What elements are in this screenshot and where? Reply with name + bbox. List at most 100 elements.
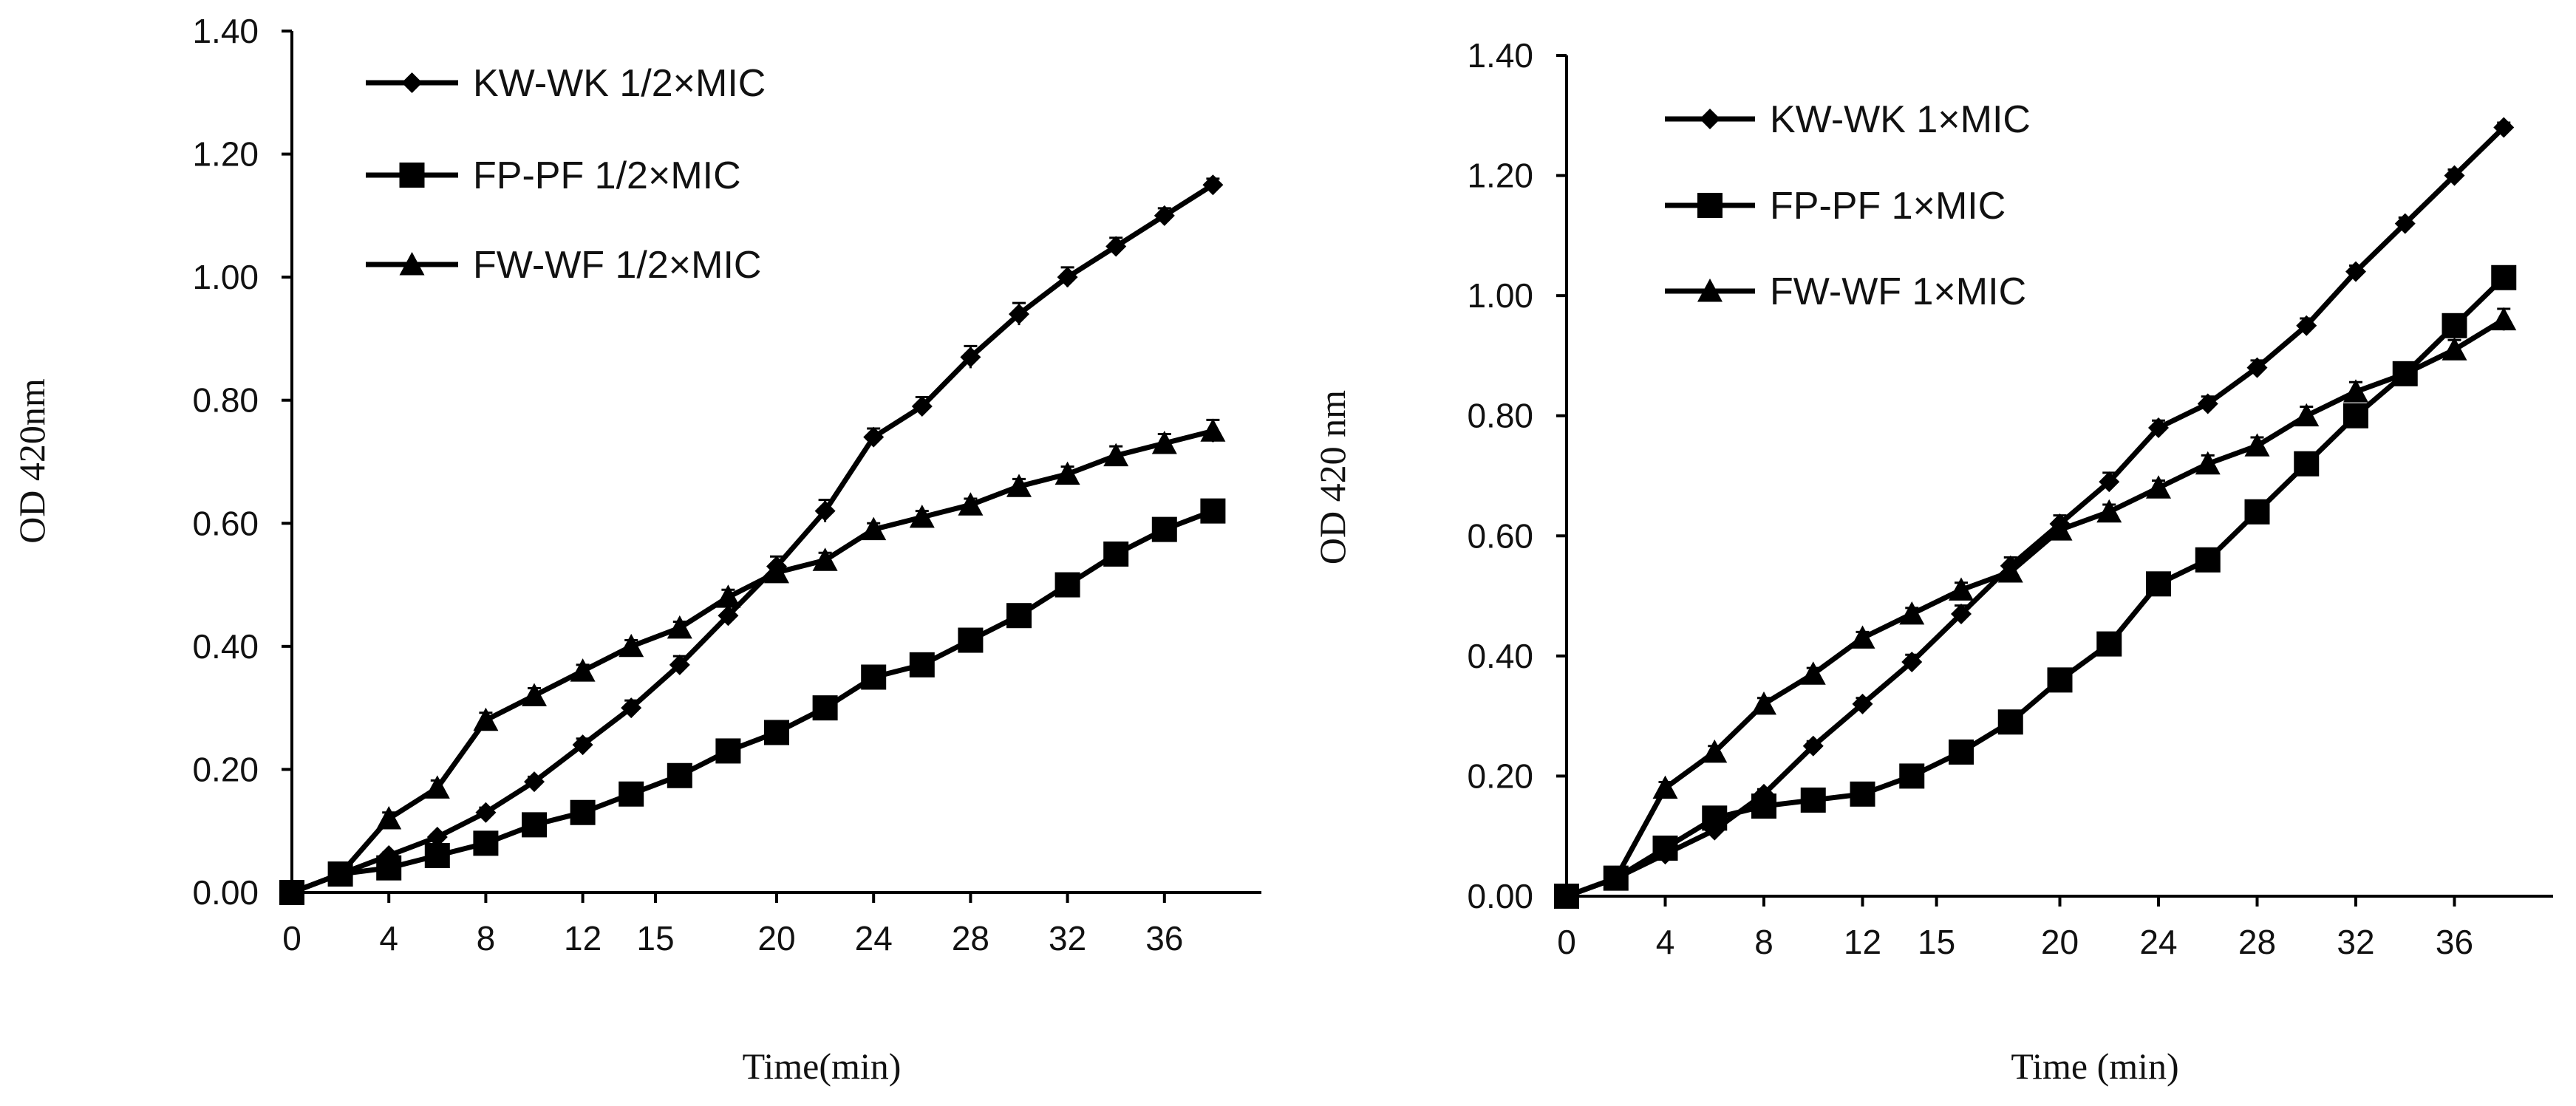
- data-point: [667, 615, 692, 639]
- data-point: [473, 830, 499, 856]
- data-point: [958, 492, 984, 516]
- data-point: [1802, 735, 1824, 757]
- y-axis-title: OD 420 nm: [1312, 390, 1353, 564]
- data-point: [812, 695, 838, 721]
- data-point: [1652, 835, 1678, 861]
- chart-left: 0.00 0.20 0.40 0.60 0.80 1.00 1.20 1.40 0 4 8 12 15 2…: [11, 12, 1261, 1087]
- data-point: [1850, 781, 1875, 807]
- legend-marker: [1697, 193, 1723, 218]
- data-point: [715, 584, 741, 608]
- chart-right: 0.00 0.20 0.40 0.60 0.80 1.00 1.20 1.40 0 4 8 12 15 2…: [1312, 36, 2553, 1087]
- data-point: [426, 827, 448, 848]
- data-point: [1652, 775, 1678, 799]
- x-tick-label: 20: [757, 919, 795, 957]
- data-point: [2345, 261, 2366, 282]
- y-tick-label: 0.20: [192, 750, 259, 788]
- data-point: [522, 683, 547, 706]
- y-tick-label: 1.20: [1467, 157, 1533, 195]
- data-point: [1997, 709, 2023, 735]
- x-axis-title: Time (min): [2011, 1045, 2178, 1087]
- legend-label: KW-WK 1/2×MIC: [473, 62, 766, 105]
- y-tick-label: 0.40: [1467, 637, 1533, 675]
- data-point: [2099, 471, 2120, 493]
- x-tick-label: 28: [2238, 923, 2276, 961]
- data-point: [572, 734, 593, 756]
- x-tick-label: 4: [1656, 923, 1675, 961]
- data-point: [1702, 805, 1728, 831]
- y-tick-label: 1.00: [192, 258, 259, 296]
- data-point: [424, 843, 450, 869]
- data-point: [909, 504, 935, 528]
- data-point: [2491, 264, 2517, 290]
- data-point: [715, 738, 741, 764]
- data-point: [667, 762, 692, 788]
- data-point: [1103, 541, 1129, 567]
- data-point: [861, 664, 887, 690]
- x-tick-label: 15: [1918, 923, 1955, 961]
- y-tick-label: 0.00: [192, 873, 259, 912]
- x-axis-title: Time(min): [743, 1045, 902, 1087]
- data-point: [1949, 739, 1974, 765]
- data-point: [2394, 213, 2416, 234]
- data-point: [2442, 337, 2467, 361]
- data-point: [2096, 499, 2122, 523]
- data-point: [1054, 461, 1080, 485]
- data-point: [1751, 793, 1776, 819]
- x-tick-label: 36: [1145, 919, 1183, 957]
- data-point: [2343, 403, 2368, 429]
- y-tick-label: 0.40: [192, 627, 259, 666]
- data-point: [1997, 559, 2023, 583]
- series-line: [1565, 276, 2506, 899]
- data-point: [2148, 417, 2169, 438]
- data-point: [1949, 577, 1974, 601]
- y-tick-label: 0.20: [1467, 757, 1533, 795]
- data-point: [2442, 313, 2467, 338]
- data-point: [570, 799, 596, 825]
- data-point: [2343, 379, 2368, 403]
- data-point: [473, 707, 499, 731]
- data-point: [621, 697, 642, 719]
- y-tick-label: 1.00: [1467, 276, 1533, 315]
- data-point: [376, 855, 402, 881]
- data-point: [958, 627, 984, 653]
- x-tick-label: 4: [379, 919, 398, 957]
- series-triangle: [279, 418, 1226, 904]
- data-point: [327, 861, 353, 885]
- legend-label: FW-WF 1/2×MIC: [473, 244, 761, 287]
- legend-marker: [399, 163, 425, 188]
- data-point: [1603, 865, 1629, 890]
- data-point: [2047, 667, 2073, 693]
- data-point: [1852, 693, 1873, 714]
- data-point: [1751, 691, 1776, 715]
- data-point: [764, 720, 789, 745]
- series-line: [290, 428, 1214, 895]
- data-point: [960, 347, 981, 368]
- legend-label: FP-PF 1×MIC: [1770, 185, 2006, 228]
- data-point: [1800, 661, 1826, 685]
- x-tick-label: 24: [855, 919, 893, 957]
- data-point: [1901, 651, 1923, 672]
- data-point: [911, 396, 933, 417]
- data-point: [861, 516, 887, 541]
- data-point: [2244, 433, 2270, 457]
- data-point: [2294, 451, 2320, 477]
- series-triangle: [1554, 307, 2517, 907]
- data-point: [2246, 357, 2268, 378]
- x-tick-label: 0: [1557, 923, 1576, 961]
- series-square: [1554, 264, 2517, 909]
- data-point: [2493, 117, 2515, 138]
- data-point: [1006, 474, 1032, 497]
- data-point: [1899, 763, 1925, 789]
- data-point: [1103, 443, 1129, 467]
- x-tick-label: 32: [2337, 923, 2374, 961]
- data-point: [1105, 236, 1127, 257]
- data-point: [2195, 451, 2221, 475]
- data-point: [2294, 403, 2320, 427]
- data-point: [1151, 431, 1177, 454]
- x-tick-label: 15: [636, 919, 674, 957]
- data-point: [1151, 516, 1177, 542]
- data-point: [669, 654, 690, 675]
- y-axis-title: OD 420nm: [11, 378, 52, 544]
- y-tick-label: 1.40: [1467, 36, 1533, 75]
